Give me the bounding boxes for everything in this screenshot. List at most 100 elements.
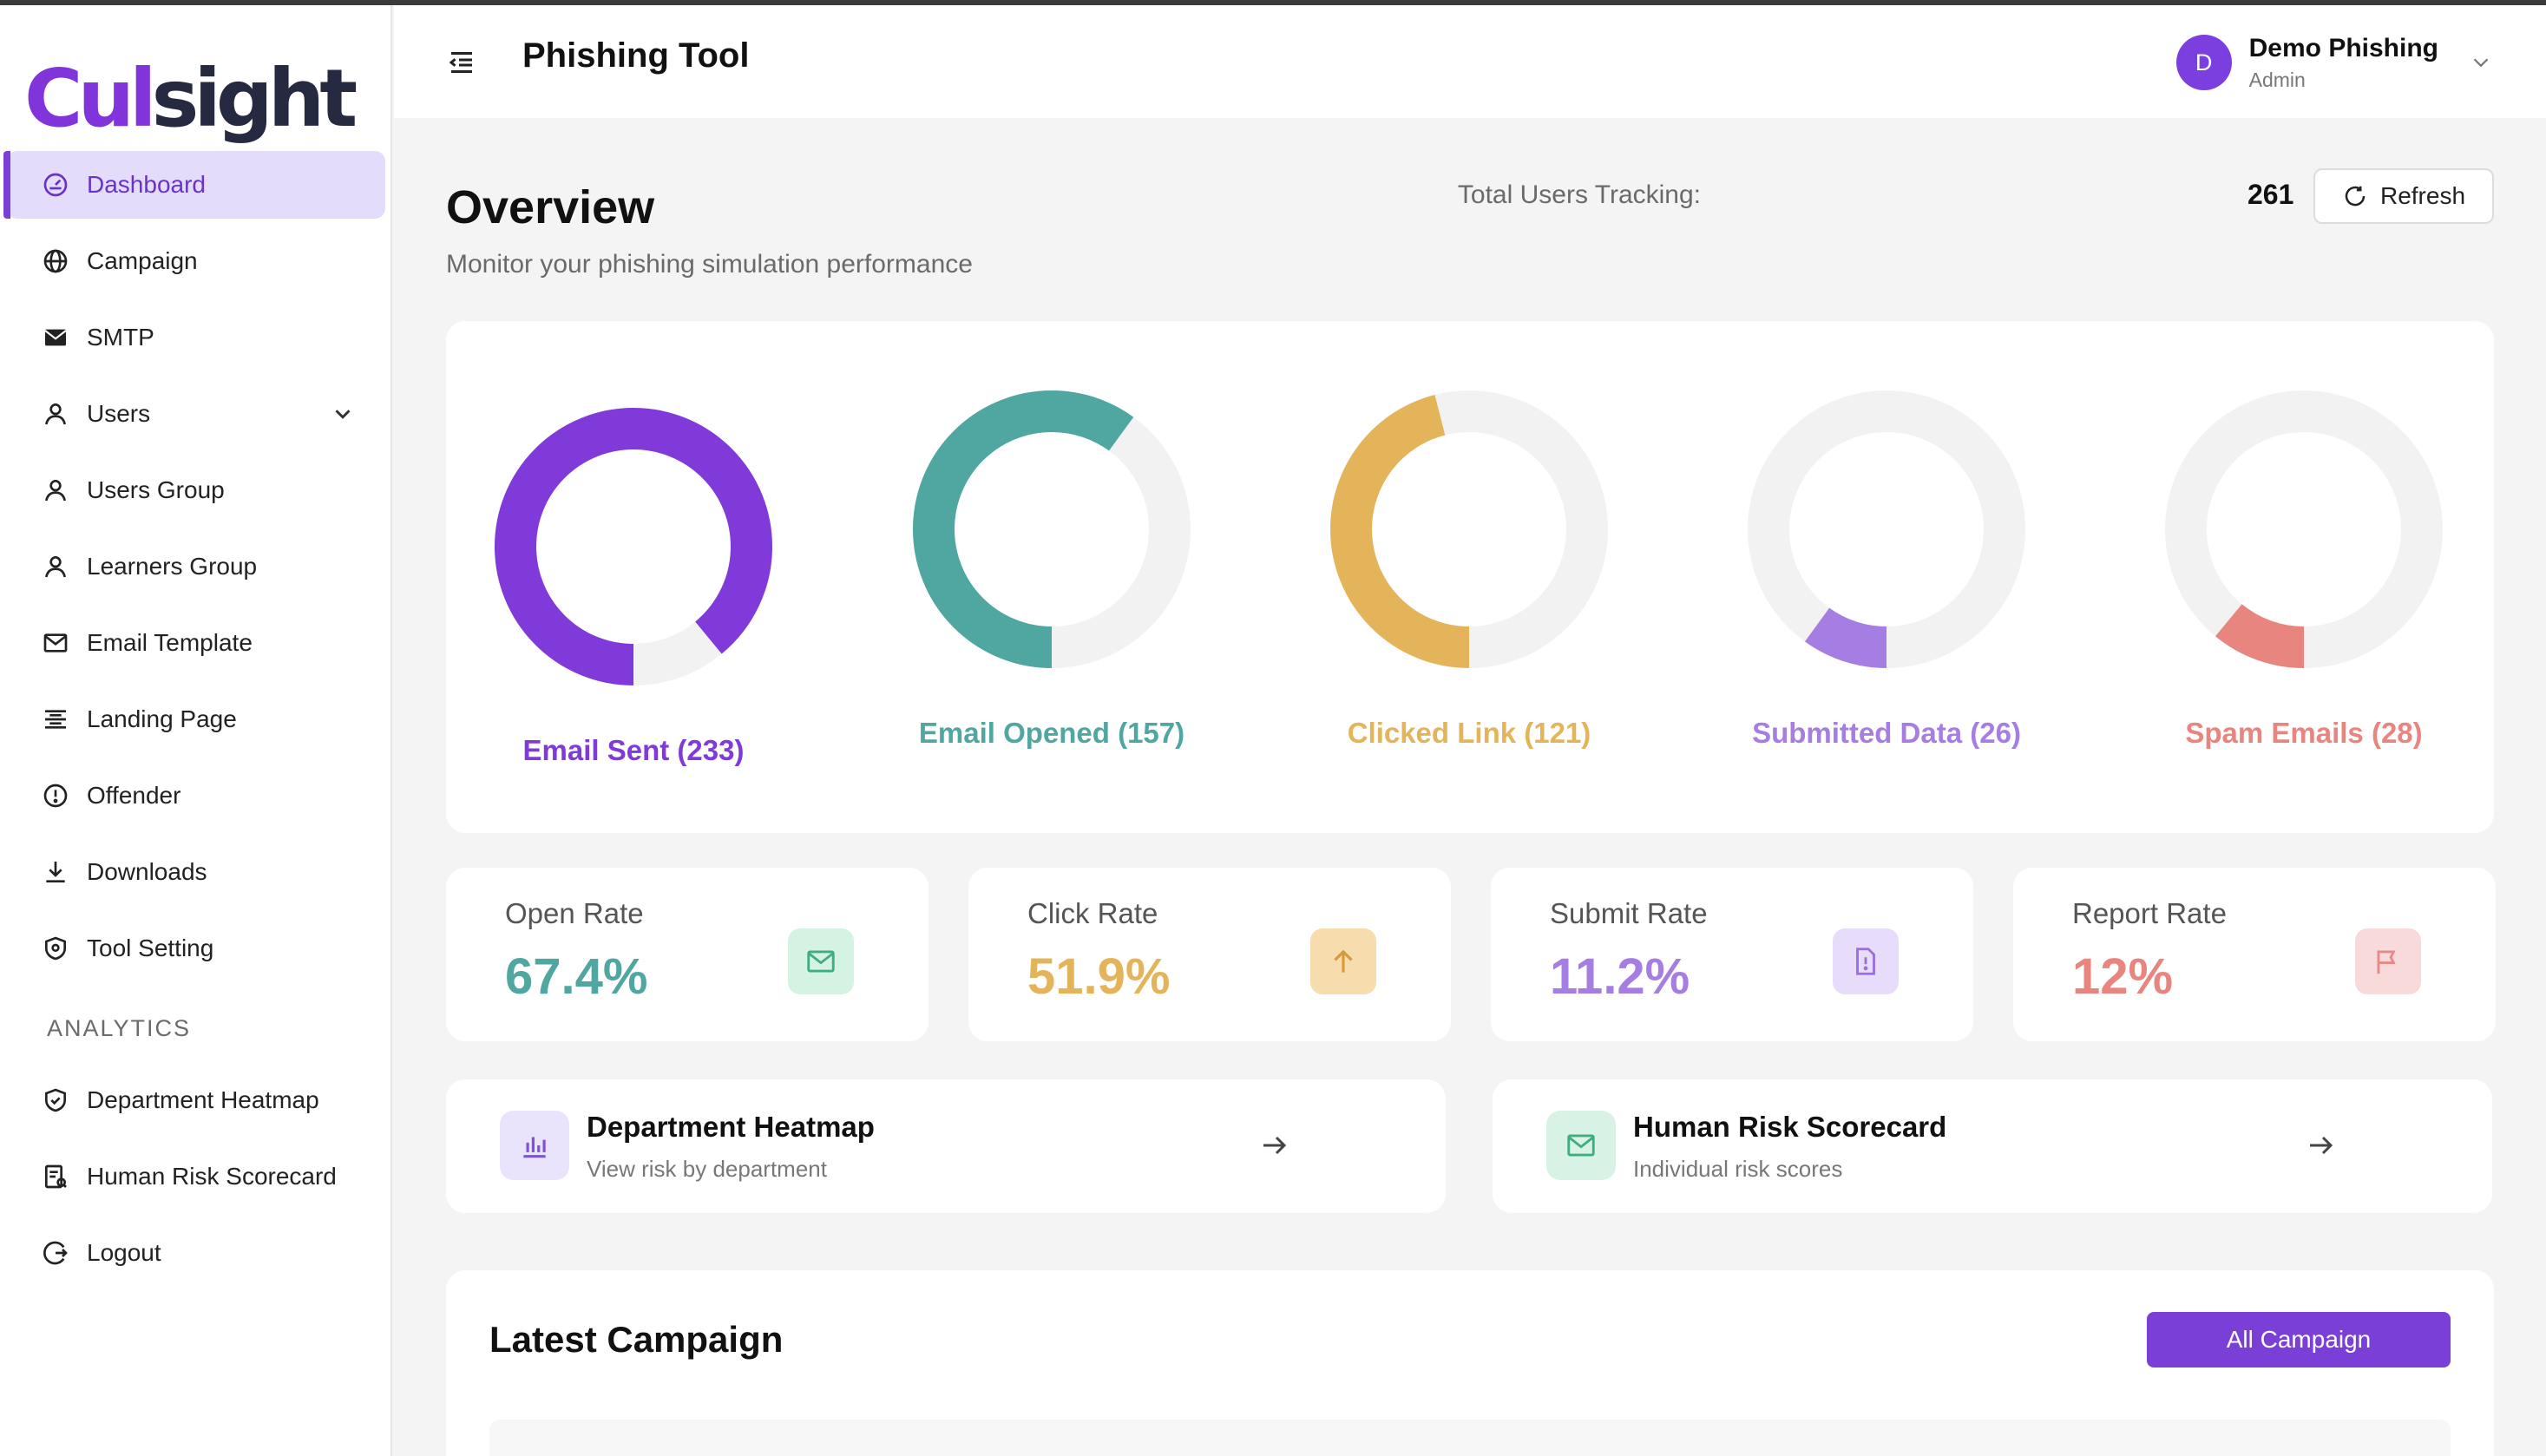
scorecard-icon bbox=[42, 1163, 69, 1190]
stat-label: Open Rate bbox=[505, 897, 644, 929]
brand-logo[interactable]: Culsight bbox=[24, 52, 358, 145]
mail-icon bbox=[42, 629, 69, 657]
shield-icon bbox=[42, 935, 69, 962]
submitted-data-donut bbox=[1748, 390, 2025, 672]
link-title: Human Risk Scorecard bbox=[1633, 1111, 1947, 1143]
overview-title: Overview bbox=[446, 181, 655, 233]
top-header: Phishing Tool D Demo Phishing Admin bbox=[394, 5, 2546, 118]
sidebar-item-label: Users Group bbox=[87, 476, 225, 503]
sidebar-item-label: Tool Setting bbox=[87, 935, 214, 961]
link-subtitle: Individual risk scores bbox=[1633, 1156, 1843, 1182]
mail-icon bbox=[1546, 1111, 1616, 1180]
chevron-down-icon bbox=[2473, 58, 2489, 68]
sidebar-item-label: Landing Page bbox=[87, 705, 237, 732]
mail-filled-icon bbox=[42, 324, 69, 351]
stat-value: 11.2% bbox=[1550, 948, 1690, 1005]
refresh-button[interactable]: Refresh bbox=[2313, 168, 2494, 224]
sidebar-item-label: Email Template bbox=[87, 629, 253, 656]
spam-emails-donut bbox=[2165, 390, 2443, 672]
sidebar-item-email-template[interactable]: Email Template bbox=[7, 609, 385, 677]
sidebar-item-label: Department Heatmap bbox=[87, 1086, 319, 1113]
document-alert-icon bbox=[1833, 928, 1899, 994]
donut-summary-card: Email Sent (233) Email Opened (157) Clic… bbox=[446, 321, 2494, 833]
click-rate-card: Click Rate 51.9% bbox=[968, 868, 1451, 1041]
clicked-link-donut bbox=[1330, 390, 1608, 672]
sidebar-item-label: Learners Group bbox=[87, 553, 258, 580]
campaign-table-header bbox=[489, 1420, 2451, 1456]
stat-value: 51.9% bbox=[1027, 948, 1171, 1005]
shield-check-icon bbox=[42, 1086, 69, 1114]
sidebar: Culsight Dashboard Campaign SMTP Users bbox=[0, 5, 392, 1456]
user-icon bbox=[42, 553, 69, 580]
collapse-menu-icon[interactable] bbox=[446, 47, 477, 78]
sidebar-item-label: Human Risk Scorecard bbox=[87, 1163, 337, 1190]
sidebar-item-learners-group[interactable]: Learners Group bbox=[7, 533, 385, 600]
email-opened-label: Email Opened (157) bbox=[918, 717, 1185, 749]
email-sent-label: Email Sent (233) bbox=[522, 734, 745, 766]
sidebar-item-downloads[interactable]: Downloads bbox=[7, 838, 385, 906]
user-name: Demo Phishing bbox=[2248, 33, 2438, 62]
arrow-right-icon bbox=[1263, 1136, 1287, 1155]
sidebar-item-human-risk-scorecard[interactable]: Human Risk Scorecard bbox=[7, 1143, 385, 1210]
clicked-link-label: Clicked Link (121) bbox=[1347, 717, 1591, 749]
sidebar-item-logout[interactable]: Logout bbox=[7, 1219, 385, 1287]
sidebar-item-label: Campaign bbox=[87, 247, 198, 274]
flag-icon bbox=[2355, 928, 2421, 994]
sidebar-item-campaign[interactable]: Campaign bbox=[7, 227, 385, 295]
email-opened-donut bbox=[913, 390, 1191, 672]
layout-icon bbox=[42, 705, 69, 733]
user-role: Admin bbox=[2248, 68, 2306, 91]
user-icon bbox=[42, 476, 69, 504]
link-title: Department Heatmap bbox=[587, 1111, 875, 1143]
sidebar-nav: Dashboard Campaign SMTP Users Users G bbox=[0, 151, 392, 1295]
sidebar-item-label: Logout bbox=[87, 1239, 161, 1266]
report-rate-card: Report Rate 12% bbox=[2013, 868, 2496, 1041]
stat-value: 12% bbox=[2072, 948, 2174, 1005]
arrow-right-icon bbox=[2310, 1136, 2333, 1155]
sidebar-item-department-heatmap[interactable]: Department Heatmap bbox=[7, 1066, 385, 1134]
refresh-label: Refresh bbox=[2379, 182, 2466, 209]
avatar: D bbox=[2175, 35, 2232, 90]
sidebar-item-label: Users bbox=[87, 400, 151, 427]
dashboard-icon bbox=[42, 171, 69, 199]
sidebar-item-offender[interactable]: Offender bbox=[7, 762, 385, 830]
stat-label: Report Rate bbox=[2072, 897, 2227, 929]
sidebar-item-users[interactable]: Users bbox=[7, 380, 385, 448]
open-rate-card: Open Rate 67.4% bbox=[446, 868, 929, 1041]
sidebar-item-label: Downloads bbox=[87, 858, 207, 885]
user-icon bbox=[42, 400, 69, 428]
overview-subtitle: Monitor your phishing simulation perform… bbox=[446, 250, 973, 279]
latest-campaign-card: Latest Campaign All Campaign bbox=[446, 1270, 2494, 1456]
sidebar-item-tool-setting[interactable]: Tool Setting bbox=[7, 915, 385, 982]
email-sent-donut bbox=[495, 408, 772, 690]
sidebar-item-users-group[interactable]: Users Group bbox=[7, 456, 385, 524]
sidebar-item-label: SMTP bbox=[87, 324, 154, 351]
alert-circle-icon bbox=[42, 782, 69, 810]
logout-icon bbox=[42, 1239, 69, 1267]
sidebar-item-landing-page[interactable]: Landing Page bbox=[7, 685, 385, 753]
human-risk-scorecard-card[interactable]: Human Risk Scorecard Individual risk sco… bbox=[1493, 1079, 2492, 1213]
link-subtitle: View risk by department bbox=[587, 1156, 827, 1182]
globe-icon bbox=[42, 247, 69, 275]
chevron-down-icon[interactable] bbox=[330, 401, 356, 427]
user-menu[interactable]: D Demo Phishing Admin bbox=[2175, 30, 2494, 95]
submit-rate-card: Submit Rate 11.2% bbox=[1491, 868, 1973, 1041]
stat-value: 67.4% bbox=[505, 948, 648, 1005]
arrow-up-icon bbox=[1310, 928, 1376, 994]
spam-emails-label: Spam Emails (28) bbox=[2185, 717, 2423, 749]
sidebar-item-label: Dashboard bbox=[87, 171, 206, 198]
mail-icon bbox=[788, 928, 854, 994]
sidebar-item-dashboard[interactable]: Dashboard bbox=[3, 151, 385, 219]
all-campaign-button[interactable]: All Campaign bbox=[2147, 1312, 2451, 1367]
refresh-icon bbox=[2345, 186, 2366, 207]
stat-label: Click Rate bbox=[1027, 897, 1158, 929]
page-title: Phishing Tool bbox=[522, 36, 750, 75]
tracking-value: 261 bbox=[2247, 179, 2294, 210]
sidebar-item-smtp[interactable]: SMTP bbox=[7, 304, 385, 371]
tracking-label: Total Users Tracking: bbox=[1457, 180, 1701, 209]
latest-campaign-title: Latest Campaign bbox=[489, 1319, 784, 1360]
sidebar-item-label: Offender bbox=[87, 782, 181, 809]
analytics-section-label: ANALYTICS bbox=[47, 1015, 192, 1041]
window-top-bar bbox=[0, 0, 2546, 5]
department-heatmap-card[interactable]: Department Heatmap View risk by departme… bbox=[446, 1079, 1446, 1213]
